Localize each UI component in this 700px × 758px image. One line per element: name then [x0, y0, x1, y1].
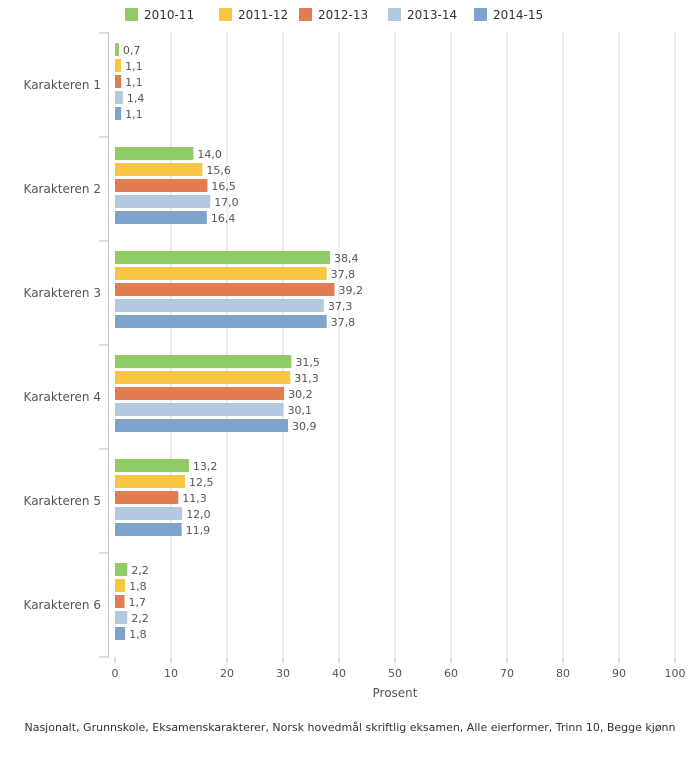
data-label: 2,2: [131, 564, 149, 577]
data-label: 16,5: [211, 180, 236, 193]
category-label: Karakteren 1: [24, 78, 101, 92]
data-label: 37,8: [331, 268, 356, 281]
bar: [115, 267, 327, 280]
x-tick-label: 70: [500, 667, 514, 680]
bar: [115, 475, 185, 488]
x-tick-label: 50: [388, 667, 402, 680]
bar: [115, 403, 284, 416]
legend-swatch: [474, 8, 487, 21]
x-axis-title: Prosent: [373, 686, 418, 700]
bar: [115, 611, 128, 624]
bar: [115, 179, 208, 192]
bar: [115, 163, 203, 176]
bar: [115, 595, 125, 608]
bar: [115, 579, 126, 592]
chart-footnote: Nasjonalt, Grunnskole, Eksamenskaraktere…: [24, 721, 676, 734]
data-label: 2,2: [131, 612, 149, 625]
data-label: 1,1: [125, 76, 143, 89]
bar: [115, 43, 119, 56]
data-label: 11,9: [186, 524, 211, 537]
x-tick-label: 10: [164, 667, 178, 680]
data-label: 38,4: [334, 252, 359, 265]
bar: [115, 315, 327, 328]
x-tick-label: 60: [444, 667, 458, 680]
bar: [115, 195, 211, 208]
legend-label: 2013-14: [407, 8, 457, 22]
bar: [115, 91, 123, 104]
data-label: 17,0: [214, 196, 239, 209]
bar: [115, 371, 291, 384]
x-tick-label: 90: [612, 667, 626, 680]
x-tick-label: 100: [665, 667, 686, 680]
data-label: 30,9: [292, 420, 317, 433]
data-label: 12,5: [189, 476, 214, 489]
bar: [115, 627, 126, 640]
data-label: 37,8: [331, 316, 356, 329]
data-label: 30,2: [288, 388, 313, 401]
data-label: 1,1: [125, 60, 143, 73]
bar: [115, 523, 182, 536]
data-label: 1,8: [129, 580, 147, 593]
legend-label: 2011-12: [238, 8, 288, 22]
bar: [115, 563, 128, 576]
data-label: 30,1: [288, 404, 313, 417]
category-label: Karakteren 2: [24, 182, 101, 196]
category-label: Karakteren 4: [24, 390, 101, 404]
legend-label: 2014-15: [493, 8, 543, 22]
bar: [115, 75, 122, 88]
legend-label: 2010-11: [144, 8, 194, 22]
bar: [115, 251, 331, 264]
legend-swatch: [299, 8, 312, 21]
data-label: 15,6: [206, 164, 231, 177]
legend-swatch: [388, 8, 401, 21]
category-label: Karakteren 5: [24, 494, 101, 508]
data-label: 31,5: [295, 356, 320, 369]
data-label: 13,2: [193, 460, 218, 473]
data-label: 16,4: [211, 212, 236, 225]
bar: [115, 355, 292, 368]
category-label: Karakteren 3: [24, 286, 101, 300]
data-label: 0,7: [123, 44, 141, 57]
x-tick-label: 80: [556, 667, 570, 680]
bar: [115, 107, 122, 120]
category-label: Karakteren 6: [24, 598, 101, 612]
data-label: 1,1: [125, 108, 143, 121]
bar: [115, 387, 285, 400]
x-tick-label: 30: [276, 667, 290, 680]
bar: [115, 459, 189, 472]
legend-swatch: [219, 8, 232, 21]
data-label: 1,7: [129, 596, 147, 609]
legend-swatch: [125, 8, 138, 21]
bar: [115, 507, 183, 520]
data-label: 37,3: [328, 300, 353, 313]
data-label: 1,8: [129, 628, 147, 641]
bar: [115, 491, 179, 504]
x-tick-label: 0: [112, 667, 119, 680]
bar: [115, 211, 207, 224]
data-label: 12,0: [186, 508, 211, 521]
bar: [115, 147, 194, 160]
x-tick-label: 20: [220, 667, 234, 680]
bar: [115, 283, 335, 296]
data-label: 39,2: [339, 284, 364, 297]
bar-chart: Karakteren 1 Karakteren 2 Karakteren 3 Kara…: [24, 8, 686, 700]
legend-label: 2012-13: [318, 8, 368, 22]
data-label: 1,4: [127, 92, 145, 105]
data-label: 31,3: [294, 372, 319, 385]
bar: [115, 59, 122, 72]
bar: [115, 299, 324, 312]
x-tick-label: 40: [332, 667, 346, 680]
data-label: 11,3: [182, 492, 207, 505]
bar: [115, 419, 289, 432]
data-label: 14,0: [197, 148, 222, 161]
